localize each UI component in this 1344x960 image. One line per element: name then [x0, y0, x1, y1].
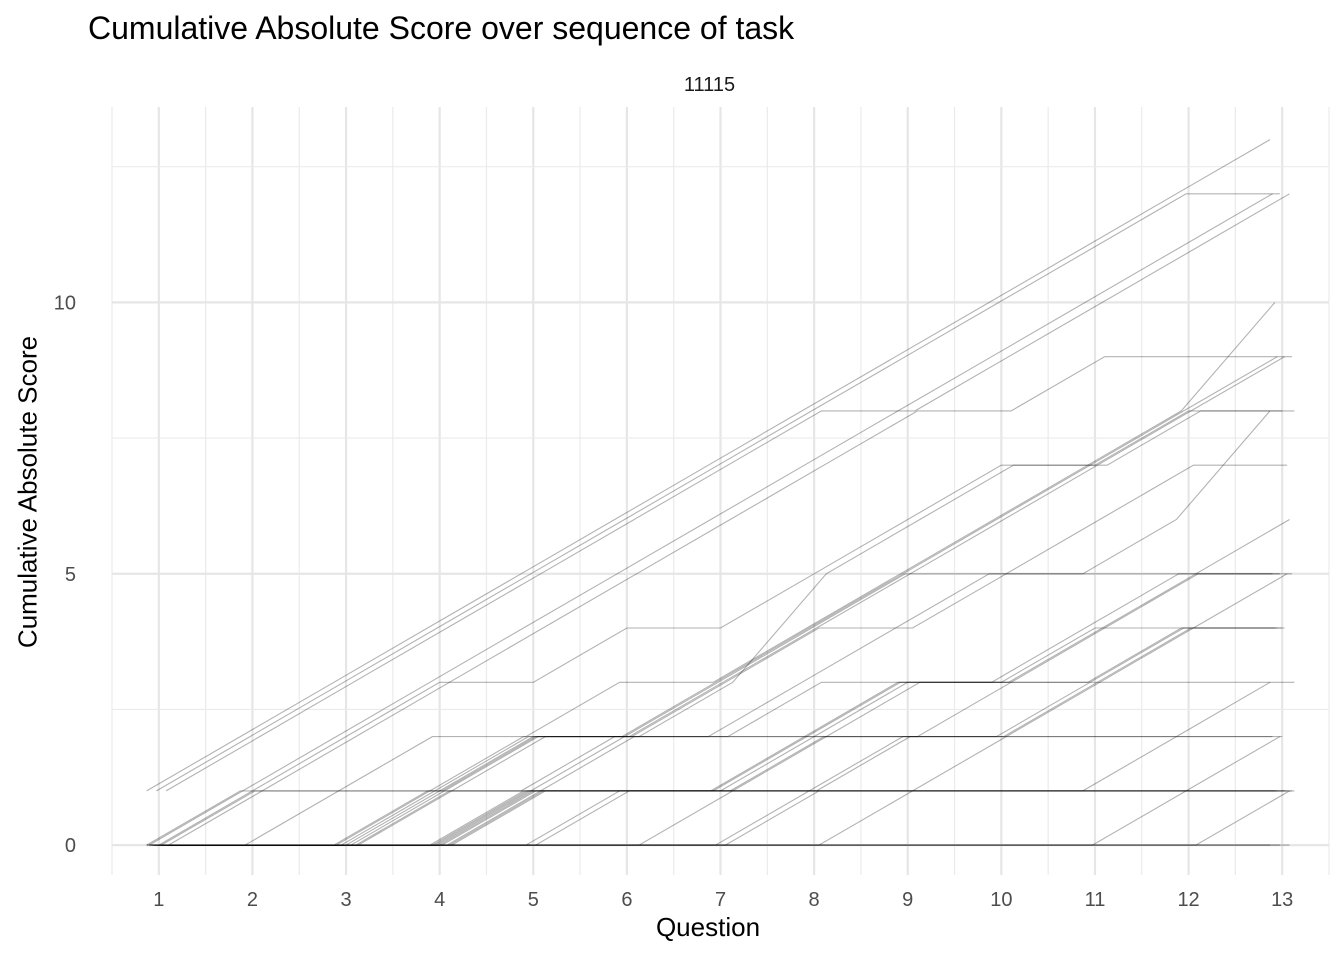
series-line: [158, 410, 1283, 846]
series-line: [146, 410, 1271, 846]
series-line: [165, 193, 1290, 792]
series-line: [156, 573, 1280, 846]
x-tick-label: 13: [1271, 889, 1293, 911]
x-tick-label: 5: [528, 889, 539, 911]
series-line: [149, 573, 1273, 846]
series-line: [168, 573, 1292, 846]
x-tick-label: 2: [247, 889, 258, 911]
x-tick-label: 4: [434, 889, 445, 911]
x-axis-label: Question: [655, 912, 761, 942]
series-line: [171, 790, 1295, 846]
series-line: [153, 627, 1278, 846]
series-line: [158, 736, 1283, 846]
series-line: [161, 790, 1285, 846]
series-line: [156, 193, 1280, 792]
series-line: [149, 736, 1273, 846]
y-tick-label: 0: [65, 835, 76, 857]
x-tick-label: 10: [990, 889, 1012, 911]
x-axis-ticks: 1 2 3 4 5 6 7 8 9 10 11 12 13: [153, 889, 1293, 911]
series-line: [158, 627, 1283, 846]
series-line: [146, 139, 1271, 792]
x-tick-label: 12: [1177, 889, 1199, 911]
series-line: [163, 790, 1288, 846]
series-line: [151, 790, 1275, 846]
facet-label: 11115: [683, 74, 736, 96]
x-tick-label: 7: [715, 889, 726, 911]
series-line: [171, 681, 1295, 846]
grid-lines: [111, 107, 1330, 875]
chart-title: Cumulative Absolute Score over sequence …: [88, 10, 795, 46]
y-tick-label: 10: [54, 292, 76, 314]
y-tick-label: 5: [65, 564, 76, 586]
series-line: [160, 356, 1285, 846]
x-tick-label: 11: [1085, 889, 1106, 911]
x-tick-label: 3: [340, 889, 351, 911]
series-line: [151, 627, 1275, 846]
series-line: [163, 573, 1288, 846]
series-line: [166, 790, 1290, 846]
series-line: [153, 356, 1278, 846]
series-line: [156, 736, 1281, 846]
series-line: [171, 410, 1295, 846]
x-tick-label: 8: [809, 889, 820, 911]
x-tick-label: 9: [902, 889, 913, 911]
x-tick-label: 1: [153, 889, 164, 911]
series-line: [161, 627, 1285, 846]
series-line: [151, 302, 1276, 846]
x-tick-label: 6: [621, 889, 632, 911]
series-line: [148, 193, 1273, 846]
series-line: [146, 681, 1271, 846]
series-lines: [146, 139, 1295, 846]
series-line: [166, 519, 1290, 846]
series-line: [168, 790, 1292, 846]
series-line: [163, 464, 1288, 846]
y-axis-ticks: 0 5 10: [54, 292, 76, 857]
series-line: [153, 790, 1278, 846]
series-line: [168, 356, 1292, 846]
